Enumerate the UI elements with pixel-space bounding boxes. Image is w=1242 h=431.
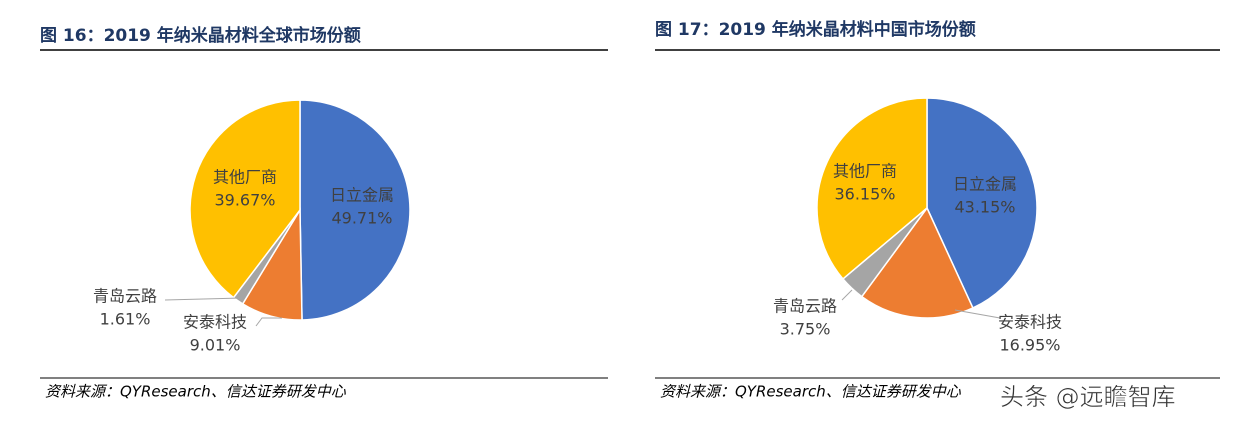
leader-line xyxy=(255,317,282,327)
slice-value-label: 3.75% xyxy=(780,320,831,339)
slice-name: 安泰科技 xyxy=(183,313,247,332)
pie-slice xyxy=(926,97,1038,309)
leader-line xyxy=(841,289,853,301)
slice-name: 青岛云路 xyxy=(773,297,837,316)
leader-line xyxy=(164,297,243,301)
source: 资料来源：QYResearch、信达证券研发中心 xyxy=(660,383,962,401)
slice-value-label: 43.15% xyxy=(954,198,1015,217)
slice-name: 其他厂商 xyxy=(213,168,277,187)
source: 资料来源：QYResearch、信达证券研发中心 xyxy=(45,383,347,401)
slice-name: 其他厂商 xyxy=(833,162,897,181)
leader-line xyxy=(954,309,1001,319)
slice-value-label: 49.71% xyxy=(331,209,392,228)
pie-slice xyxy=(299,99,411,321)
slice-name: 日立金属 xyxy=(953,175,1017,194)
chart-title: 图 17：2019 年纳米晶材料中国市场份额 xyxy=(655,19,976,40)
slice-value-label: 1.61% xyxy=(100,310,151,329)
chart-title: 图 16：2019 年纳米晶材料全球市场份额 xyxy=(40,25,361,46)
pie-slice xyxy=(816,97,928,280)
watermark: 头条 @远瞻智库 xyxy=(1000,383,1176,411)
pie-slice xyxy=(189,99,301,299)
slice-name: 安泰科技 xyxy=(998,313,1062,332)
pie-slice xyxy=(860,206,974,319)
slice-value-label: 9.01% xyxy=(190,336,241,355)
slice-value-label: 16.95% xyxy=(999,336,1060,355)
slice-value-label: 36.15% xyxy=(834,185,895,204)
slice-name: 日立金属 xyxy=(330,186,394,205)
slice-value-label: 39.67% xyxy=(214,191,275,210)
slice-name: 青岛云路 xyxy=(93,287,157,306)
